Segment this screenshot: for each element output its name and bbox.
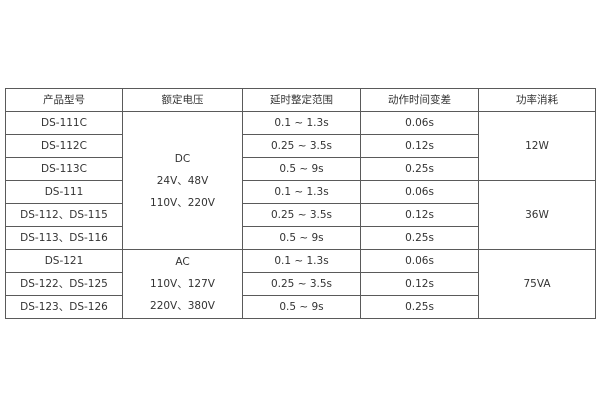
delay-cell: 0.25 ~ 3.5s [242,134,361,158]
model-cell: DS-112、DS-115 [5,203,123,227]
voltage-line: 220V、380V [150,300,215,312]
header-model: 产品型号 [5,88,123,112]
variation-cell: 0.06s [360,180,479,204]
header-power: 功率消耗 [478,88,596,112]
variation-cell: 0.06s [360,111,479,135]
table-row: DS-112、DS-115 0.25 ~ 3.5s 0.12s [5,203,596,227]
variation-cell: 0.25s [360,226,479,250]
spec-table: 产品型号 额定电压 延时整定范围 动作时间变差 功率消耗 DS-111C DC … [5,88,596,319]
delay-cell: 0.5 ~ 9s [242,295,361,319]
delay-cell: 0.5 ~ 9s [242,157,361,181]
header-delay-range: 延时整定范围 [242,88,361,112]
delay-cell: 0.5 ~ 9s [242,226,361,250]
model-cell: DS-122、DS-125 [5,272,123,296]
power-cell: 75VA [478,249,596,319]
table-row: DS-122、DS-125 0.25 ~ 3.5s 0.12s [5,272,596,296]
voltage-line: AC [175,256,190,268]
model-cell: DS-112C [5,134,123,158]
model-cell: DS-111 [5,180,123,204]
table-row: DS-112C 0.25 ~ 3.5s 0.12s [5,134,596,158]
voltage-cell-dc: DC 24V、48V 110V、220V [122,111,243,250]
model-cell: DS-123、DS-126 [5,295,123,319]
variation-cell: 0.25s [360,157,479,181]
variation-cell: 0.06s [360,249,479,273]
voltage-line: 110V、220V [150,196,215,209]
table-row: DS-113、DS-116 0.5 ~ 9s 0.25s [5,226,596,250]
table-row: DS-123、DS-126 0.5 ~ 9s 0.25s [5,295,596,319]
power-cell: 36W [478,180,596,250]
delay-cell: 0.1 ~ 1.3s [242,249,361,273]
delay-cell: 0.25 ~ 3.5s [242,203,361,227]
model-cell: DS-111C [5,111,123,135]
voltage-line: 110V、127V [150,278,215,290]
delay-cell: 0.1 ~ 1.3s [242,111,361,135]
delay-cell: 0.1 ~ 1.3s [242,180,361,204]
model-cell: DS-113C [5,157,123,181]
delay-cell: 0.25 ~ 3.5s [242,272,361,296]
model-cell: DS-121 [5,249,123,273]
voltage-line: 24V、48V [156,174,209,187]
variation-cell: 0.12s [360,272,479,296]
voltage-line: DC [174,152,191,165]
variation-cell: 0.12s [360,134,479,158]
table-row: DS-111C DC 24V、48V 110V、220V 0.1 ~ 1.3s … [5,111,596,250]
variation-cell: 0.25s [360,295,479,319]
header-row: 产品型号 额定电压 延时整定范围 动作时间变差 功率消耗 [5,88,596,112]
model-cell: DS-113、DS-116 [5,226,123,250]
header-voltage: 额定电压 [122,88,243,112]
header-time-variation: 动作时间变差 [360,88,479,112]
variation-cell: 0.12s [360,203,479,227]
voltage-cell-ac: AC 110V、127V 220V、380V [122,249,243,319]
power-cell: 12W [478,111,596,181]
table-row: DS-111 0.1 ~ 1.3s 0.06s 36W [5,180,596,250]
table-row: DS-121 AC 110V、127V 220V、380V 0.1 ~ 1.3s… [5,249,596,319]
table-row: DS-113C 0.5 ~ 9s 0.25s [5,157,596,181]
